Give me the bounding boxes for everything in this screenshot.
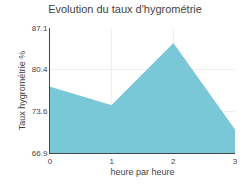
svg-text:66.9: 66.9 bbox=[32, 149, 48, 158]
svg-text:heure par heure: heure par heure bbox=[110, 167, 174, 177]
svg-text:80.4: 80.4 bbox=[32, 65, 48, 74]
svg-text:1: 1 bbox=[109, 157, 114, 166]
svg-text:3: 3 bbox=[233, 157, 238, 166]
svg-text:73.6: 73.6 bbox=[32, 107, 48, 116]
svg-text:Evolution du taux d'hygrométri: Evolution du taux d'hygrométrie bbox=[48, 3, 202, 15]
svg-text:0: 0 bbox=[48, 157, 53, 166]
svg-text:2: 2 bbox=[171, 157, 176, 166]
svg-text:87.1: 87.1 bbox=[32, 24, 48, 33]
svg-text:Taux hygrométrie %: Taux hygrométrie % bbox=[17, 51, 27, 131]
